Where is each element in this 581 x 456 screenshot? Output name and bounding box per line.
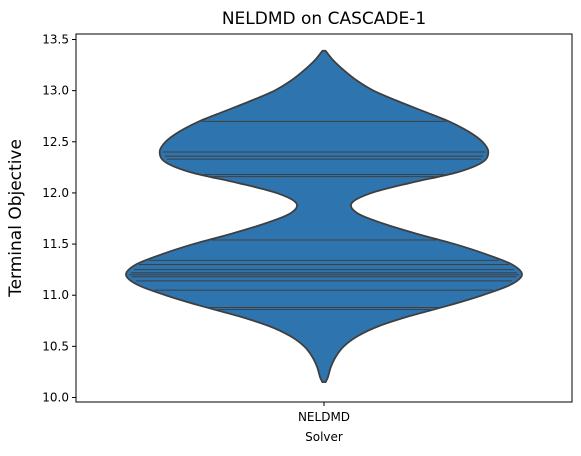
y-tick-label: 11.0 — [42, 288, 69, 302]
chart-title: NELDMD on CASCADE-1 — [222, 9, 426, 29]
y-tick-label: 11.5 — [42, 237, 69, 251]
violin-body — [125, 49, 523, 384]
y-tick-label: 10.5 — [42, 339, 69, 353]
plot-area — [125, 49, 523, 384]
y-tick-label: 12.0 — [42, 186, 69, 200]
x-axis-ticks: NELDMD — [298, 402, 350, 424]
y-axis-ticks: 10.0 10.5 11.0 11.5 12.0 12.5 13.0 13.5 — [42, 33, 76, 405]
y-tick-label: 12.5 — [42, 135, 69, 149]
y-tick-label: 13.0 — [42, 84, 69, 98]
observation-lines — [129, 120, 519, 311]
x-tick-label: NELDMD — [298, 410, 350, 424]
y-axis-label: Terminal Objective — [6, 139, 26, 298]
y-tick-label: 10.0 — [42, 391, 69, 405]
x-axis-label: Solver — [305, 430, 343, 444]
y-tick-label: 13.5 — [42, 33, 69, 47]
